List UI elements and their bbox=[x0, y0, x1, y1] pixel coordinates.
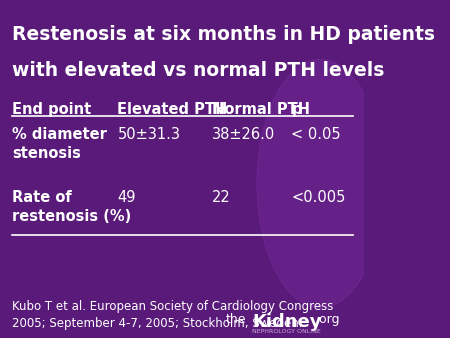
Text: Kidney: Kidney bbox=[252, 313, 322, 331]
Text: Normal PTH: Normal PTH bbox=[212, 102, 310, 117]
Text: with elevated vs normal PTH levels: with elevated vs normal PTH levels bbox=[12, 61, 385, 80]
Text: 50±31.3: 50±31.3 bbox=[117, 127, 180, 142]
Text: .org: .org bbox=[316, 313, 340, 326]
Text: Rate of
restenosis (%): Rate of restenosis (%) bbox=[12, 190, 131, 224]
Text: % diameter
stenosis: % diameter stenosis bbox=[12, 127, 107, 161]
Text: NEPHROLOGY ONLINE: NEPHROLOGY ONLINE bbox=[252, 329, 321, 334]
Text: End point: End point bbox=[12, 102, 91, 117]
Text: p: p bbox=[292, 102, 302, 117]
Text: Kubo T et al. European Society of Cardiology Congress
2005; September 4-7, 2005;: Kubo T et al. European Society of Cardio… bbox=[12, 299, 333, 330]
Text: Elevated PTH: Elevated PTH bbox=[117, 102, 228, 117]
Text: 49: 49 bbox=[117, 190, 136, 205]
Text: the: the bbox=[226, 313, 247, 326]
Text: Restenosis at six months in HD patients: Restenosis at six months in HD patients bbox=[12, 25, 435, 44]
Text: <0.005: <0.005 bbox=[292, 190, 346, 205]
Text: < 0.05: < 0.05 bbox=[292, 127, 341, 142]
Ellipse shape bbox=[257, 59, 384, 308]
Text: 22: 22 bbox=[212, 190, 230, 205]
Text: 38±26.0: 38±26.0 bbox=[212, 127, 275, 142]
